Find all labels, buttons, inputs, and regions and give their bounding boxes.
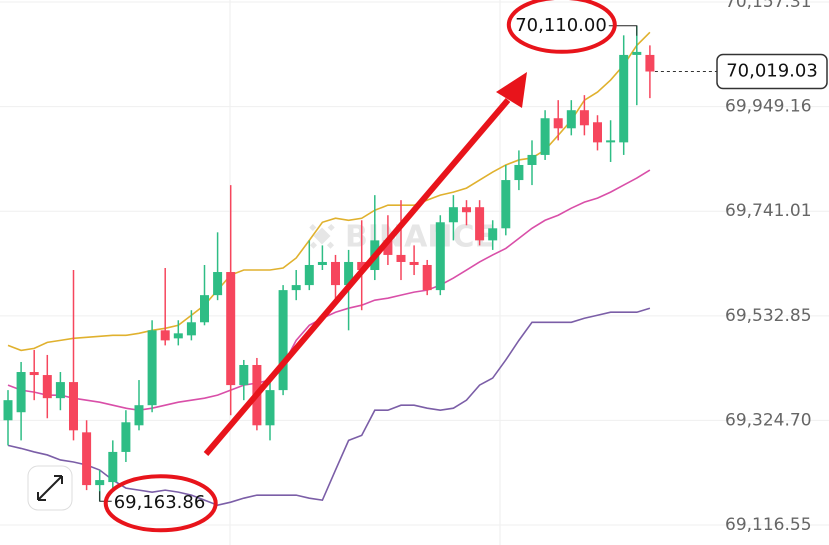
y-tick-label: 69,116.55 bbox=[725, 515, 812, 535]
candle-body bbox=[278, 290, 288, 391]
candle-body bbox=[383, 240, 393, 255]
candle-body bbox=[213, 272, 223, 296]
y-tick-label: 69,324.70 bbox=[725, 410, 812, 430]
candle-body bbox=[134, 405, 144, 426]
candle-body bbox=[435, 222, 445, 291]
watermark-text: BINANCE bbox=[345, 220, 495, 255]
candle-body bbox=[186, 322, 196, 336]
candle-body bbox=[540, 118, 550, 155]
highlight-circle bbox=[103, 474, 218, 533]
candle-body bbox=[619, 54, 629, 143]
candle-body bbox=[265, 390, 275, 426]
candle-body bbox=[475, 207, 485, 241]
y-tick-label: 69,532.85 bbox=[725, 306, 812, 326]
last-price-box bbox=[716, 53, 828, 90]
candle-body bbox=[29, 372, 39, 376]
candle-body bbox=[317, 261, 327, 265]
candle-body bbox=[108, 451, 118, 483]
y-tick-label: 69,741.01 bbox=[725, 201, 812, 221]
candle-body bbox=[553, 118, 563, 129]
expand-button[interactable] bbox=[27, 465, 73, 511]
candle-body bbox=[579, 110, 589, 126]
candle-body bbox=[645, 54, 655, 72]
y-tick-label: 70,157.31 bbox=[725, 0, 812, 12]
candle-body bbox=[396, 254, 406, 262]
candle-body bbox=[226, 272, 236, 386]
arrow-shaft bbox=[203, 98, 511, 456]
candle-body bbox=[593, 122, 602, 143]
candle-body bbox=[566, 110, 576, 129]
candle-body bbox=[121, 422, 131, 452]
candle-body bbox=[16, 372, 26, 413]
annotation-label: 70,110.00 bbox=[515, 15, 607, 36]
candle-body bbox=[632, 51, 642, 55]
candle-body bbox=[173, 333, 183, 339]
candle-body bbox=[462, 207, 471, 213]
candle-body bbox=[357, 261, 367, 271]
candle-body bbox=[69, 382, 78, 431]
candle-body bbox=[501, 180, 511, 229]
candle-body bbox=[606, 140, 616, 143]
candle-body bbox=[160, 330, 170, 341]
y-tick-label: 69,949.16 bbox=[725, 97, 812, 117]
last-price-label: 70,019.03 bbox=[726, 60, 818, 81]
candle-body bbox=[488, 228, 498, 241]
candle-body bbox=[200, 295, 209, 323]
trend-arrow bbox=[203, 72, 527, 456]
candle-body bbox=[239, 364, 249, 386]
candle-body bbox=[3, 400, 13, 421]
candle-body bbox=[82, 432, 92, 486]
candle-body bbox=[448, 207, 458, 223]
candle-body bbox=[55, 382, 65, 399]
candle-body bbox=[147, 330, 157, 406]
candle-body bbox=[422, 264, 432, 291]
moving-average-line bbox=[7, 31, 651, 352]
candle-body bbox=[409, 261, 419, 265]
highlight-circle bbox=[506, 0, 617, 54]
annotation-label: 69,163.86 bbox=[114, 492, 206, 513]
candle-body bbox=[304, 264, 314, 286]
candle-body bbox=[95, 480, 105, 486]
candle-body bbox=[291, 285, 301, 291]
candle-body bbox=[514, 164, 524, 181]
watermark: BINANCE bbox=[309, 220, 495, 255]
candle-body bbox=[42, 375, 52, 399]
moving-average-line bbox=[7, 307, 651, 507]
candle-body bbox=[344, 261, 354, 286]
candle-body bbox=[331, 261, 340, 286]
arrow-head bbox=[496, 72, 527, 108]
expand-icon bbox=[37, 475, 63, 501]
annotation-leader bbox=[608, 25, 638, 36]
candle-body bbox=[527, 154, 537, 165]
moving-average-line bbox=[7, 169, 651, 412]
